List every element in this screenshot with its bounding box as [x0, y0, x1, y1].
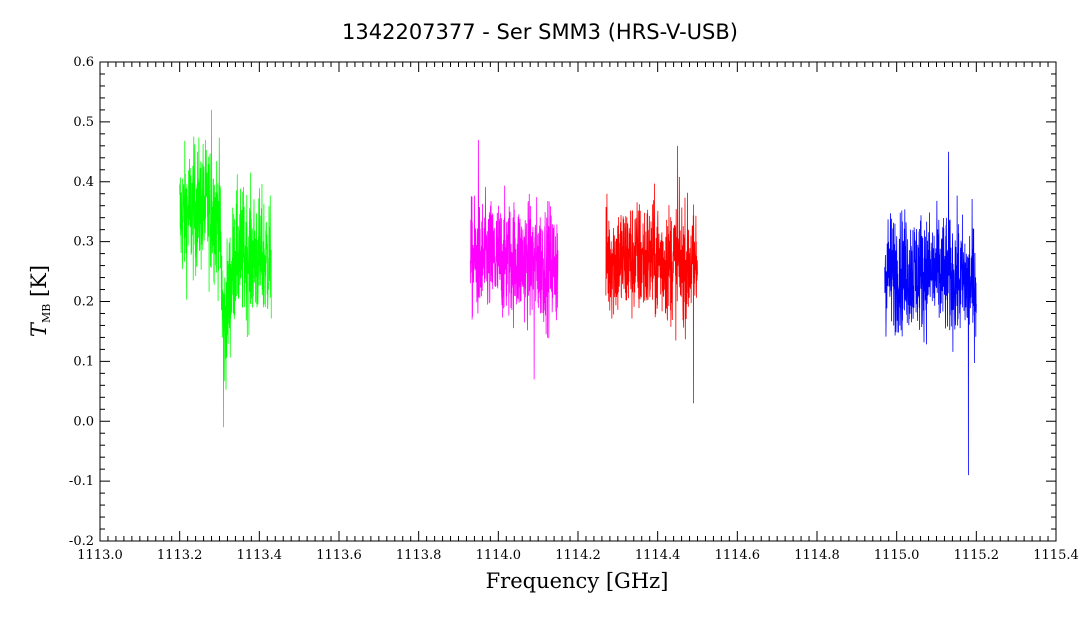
- spectrum-series-3: [605, 145, 698, 404]
- x-tick-label: 1115.4: [1033, 548, 1079, 563]
- y-tick-label: 0.6: [73, 55, 94, 70]
- x-tick-label: 1114.6: [715, 548, 761, 563]
- y-tick-label: 0.3: [73, 235, 94, 250]
- x-tick-label: 1113.6: [316, 548, 362, 563]
- x-tick-label: 1113.0: [77, 548, 123, 563]
- spectrum-series-1: [179, 109, 272, 428]
- y-tick-label: 0.2: [73, 295, 94, 310]
- y-tick-label: -0.2: [69, 534, 94, 549]
- x-tick-label: 1114.8: [794, 548, 840, 563]
- plot-frame: [99, 61, 1057, 542]
- y-axis-label-symbol: T: [27, 321, 51, 337]
- x-tick-label: 1114.2: [555, 548, 601, 563]
- spectrum-series-4: [884, 151, 977, 476]
- x-tick-label: 1115.2: [954, 548, 1000, 563]
- y-tick-label: -0.1: [69, 474, 94, 489]
- y-axis-label-subscript: MB: [40, 304, 53, 323]
- x-tick-label: 1113.2: [157, 548, 203, 563]
- y-tick-label: 0.5: [73, 115, 94, 130]
- spectrum-series-2: [470, 139, 559, 380]
- x-tick-label: 1114.0: [476, 548, 522, 563]
- series-layer: [179, 109, 977, 476]
- x-tick-label: 1113.4: [237, 548, 283, 563]
- ticks-layer: 1113.0 1113.2 1113.4 1113.6 1113.8 1114.0 1114…: [69, 55, 1079, 563]
- x-axis-label: Frequency [GHz]: [486, 569, 669, 593]
- x-tick-label: 1115.0: [874, 548, 920, 563]
- y-tick-label: 0.4: [73, 175, 94, 190]
- y-axis-label-unit: [K]: [27, 265, 51, 304]
- x-tick-label: 1113.8: [396, 548, 442, 563]
- chart-title: 1342207377 - Ser SMM3 (HRS-V-USB): [342, 20, 738, 44]
- y-tick-label: 0.0: [73, 414, 94, 429]
- x-tick-label: 1114.4: [635, 548, 681, 563]
- y-tick-label: 0.1: [73, 354, 94, 369]
- y-axis-label: TMB [K]: [27, 265, 53, 337]
